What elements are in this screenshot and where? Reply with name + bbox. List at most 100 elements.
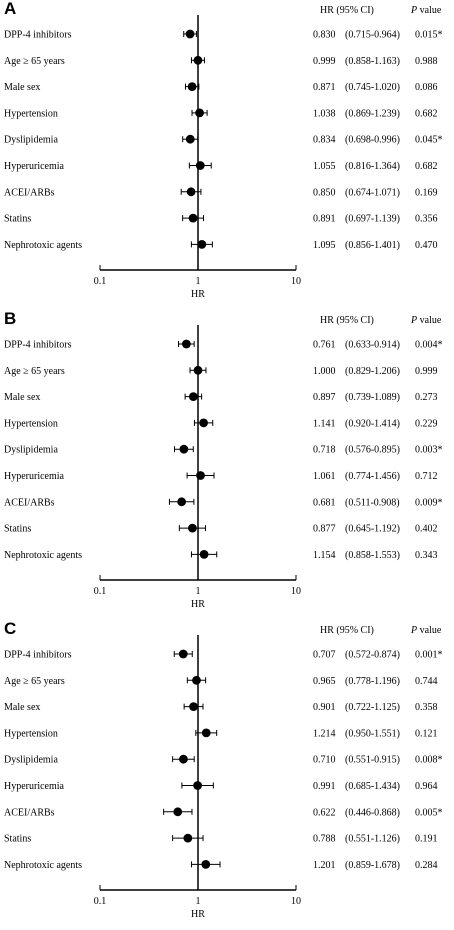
hr-point <box>185 134 195 144</box>
hr-value: 0.761 <box>313 340 336 351</box>
hr-value: 1.038 <box>313 108 336 119</box>
ci-value: (0.633-0.914) <box>345 340 400 351</box>
row-label: Male sex <box>4 392 40 403</box>
hr-point <box>196 471 205 480</box>
row-label: Hypertension <box>4 418 58 429</box>
row-label: Male sex <box>4 82 40 93</box>
row-label: Hyperuricemia <box>4 471 65 482</box>
hr-point <box>199 418 209 428</box>
forest-row: DPP-4 inhibitors 0.830 (0.715-0.964) 0.015* <box>4 30 443 41</box>
forest-row: Nephrotoxic agents 1.201 (0.859-1.678) 0.28… <box>4 860 438 871</box>
hr-value: 0.897 <box>313 392 336 403</box>
row-label: Nephrotoxic agents <box>4 240 82 251</box>
x-tick-label: 1 <box>196 586 201 597</box>
p-value: 0.229 <box>415 418 438 429</box>
ci-value: (0.722-1.125) <box>345 702 400 713</box>
p-value: 0.169 <box>415 187 438 198</box>
row-label: Dyslipidemia <box>4 755 58 766</box>
hr-point <box>193 781 203 790</box>
forest-row: Hyperuricemia 1.061 (0.774-1.456) 0.712 <box>4 471 438 482</box>
ci-value: (0.869-1.239) <box>345 108 400 119</box>
forest-panel-c: C HR (95% CI) P value 0.1 1 10 HR DPP-4 inhi… <box>0 620 454 930</box>
x-tick-label: 0.1 <box>94 586 107 597</box>
hr-value: 0.788 <box>313 834 336 845</box>
x-tick-label: 10 <box>291 276 301 287</box>
ci-value: (0.856-1.401) <box>345 240 400 251</box>
hr-value: 1.154 <box>313 550 336 561</box>
ci-value: (0.920-1.414) <box>345 418 400 429</box>
hr-value: 0.891 <box>313 214 336 225</box>
p-value-word: value <box>417 625 442 636</box>
hr-value: 0.877 <box>313 524 336 535</box>
hr-value: 1.095 <box>313 240 336 251</box>
hr-point <box>179 754 188 764</box>
x-tick-label: 0.1 <box>94 276 107 287</box>
p-value-header: P value <box>411 315 441 327</box>
panel-label: C <box>4 619 17 638</box>
hr-point <box>188 213 198 223</box>
ci-value: (0.685-1.434) <box>345 781 400 792</box>
hr-point <box>192 675 201 685</box>
ci-value: (0.576-0.895) <box>345 445 400 456</box>
p-letter: P <box>411 625 418 636</box>
x-axis-label: HR <box>191 289 205 300</box>
row-label: Dyslipidemia <box>4 135 58 146</box>
ci-value: (0.950-1.551) <box>345 728 400 739</box>
p-letter: P <box>411 315 418 326</box>
hr-ci-header: HR (95% CI) <box>320 625 374 636</box>
p-value: 0.358 <box>415 702 438 713</box>
hr-value: 0.710 <box>313 755 336 766</box>
hr-value: 0.622 <box>313 807 336 818</box>
forest-row: Dyslipidemia 0.718 (0.576-0.895) 0.003* <box>4 445 443 456</box>
hr-value: 1.201 <box>313 860 336 871</box>
x-axis-label: HR <box>191 599 205 610</box>
row-label: Statins <box>4 834 31 845</box>
p-value: 0.121 <box>415 728 438 739</box>
hr-point <box>185 29 195 39</box>
hr-value: 1.214 <box>313 728 336 739</box>
ci-value: (0.715-0.964) <box>345 30 400 41</box>
hr-point <box>177 497 187 507</box>
forest-panel-a: A HR (95% CI) P value 0.1 1 10 HR DPP-4 inhi… <box>0 0 454 310</box>
row-label: ACEI/ARBs <box>4 807 55 818</box>
hr-point <box>178 649 188 659</box>
ci-value: (0.745-1.020) <box>345 82 400 93</box>
ci-value: (0.551-0.915) <box>345 755 400 766</box>
x-tick-label: 1 <box>196 896 201 907</box>
p-value: 0.273 <box>415 392 438 403</box>
p-value: 0.712 <box>415 471 438 482</box>
forest-row: Age ≥ 65 years 0.999 (0.858-1.163) 0.988 <box>4 56 438 67</box>
hr-value: 0.834 <box>313 135 336 146</box>
hr-point <box>201 728 211 738</box>
row-label: Statins <box>4 524 31 535</box>
hr-point <box>201 860 211 869</box>
x-axis-label: HR <box>191 909 205 920</box>
row-label: Age ≥ 65 years <box>4 56 65 67</box>
row-label: Age ≥ 65 years <box>4 366 65 377</box>
p-value: 0.284 <box>415 860 438 871</box>
forest-row: Nephrotoxic agents 1.154 (0.858-1.553) 0.34… <box>4 550 438 561</box>
ci-value: (0.674-1.071) <box>345 187 400 198</box>
hr-value: 0.707 <box>313 650 336 661</box>
hr-point <box>195 108 204 118</box>
p-value: 0.001* <box>415 650 443 661</box>
forest-row: Male sex 0.901 (0.722-1.125) 0.358 <box>4 702 438 713</box>
row-label: Age ≥ 65 years <box>4 676 65 687</box>
ci-value: (0.829-1.206) <box>345 366 400 377</box>
p-value: 0.015* <box>415 30 443 41</box>
row-label: DPP-4 inhibitors <box>4 30 72 41</box>
forest-plot: 0.1 1 10 HR DPP-4 inhibitors 0.830 (0.715-0.96… <box>4 15 443 300</box>
row-label: DPP-4 inhibitors <box>4 650 72 661</box>
forest-plot: 0.1 1 10 HR DPP-4 inhibitors 0.761 (0.633-0.91… <box>4 325 443 610</box>
hr-ci-header: HR (95% CI) <box>320 5 374 16</box>
hr-value: 0.965 <box>313 676 336 687</box>
row-label: Male sex <box>4 702 40 713</box>
forest-row: ACEI/ARBs 0.681 (0.511-0.908) 0.009* <box>4 497 443 508</box>
forest-row: Male sex 0.897 (0.739-1.089) 0.273 <box>4 392 438 403</box>
row-label: ACEI/ARBs <box>4 497 55 508</box>
hr-point <box>188 392 198 401</box>
p-value-header: P value <box>411 625 441 637</box>
hr-value: 1.141 <box>313 418 336 429</box>
p-value: 0.343 <box>415 550 438 561</box>
ci-value: (0.859-1.678) <box>345 860 400 871</box>
